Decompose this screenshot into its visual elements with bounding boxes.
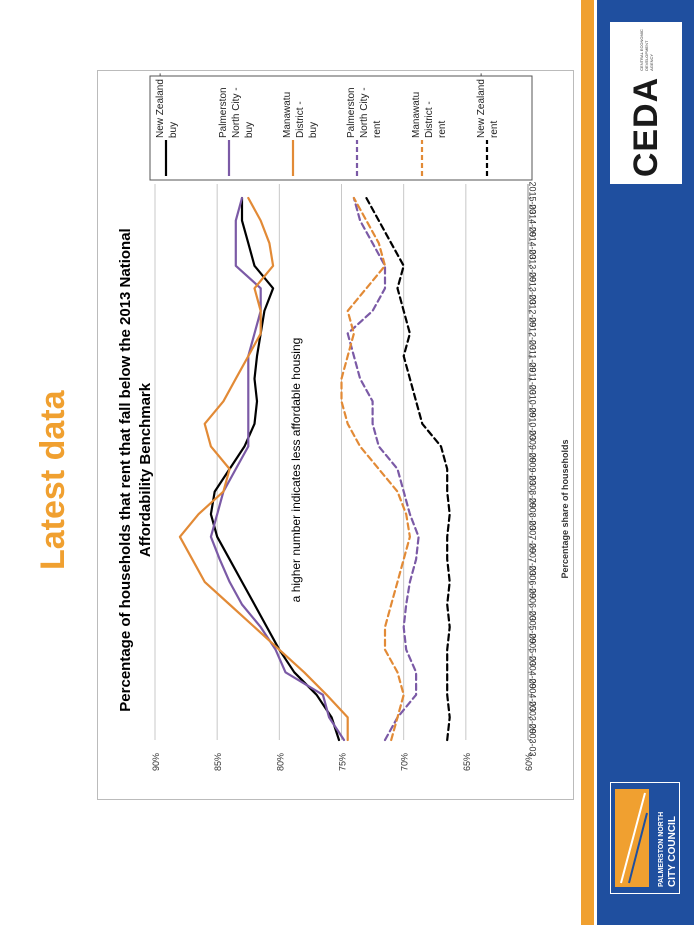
series-line xyxy=(178,196,349,742)
y-tick-label: 80% xyxy=(275,753,285,771)
y-tick-label: 70% xyxy=(400,753,410,771)
legend: New Zealand - buy Palmerston North City - bu… xyxy=(149,73,533,181)
series-line xyxy=(209,196,346,742)
x-tick-label: 2015-03 xyxy=(528,181,538,214)
y-tick-label: 75% xyxy=(338,753,348,771)
x-tick-label: 2006-09 xyxy=(528,565,538,598)
legend-label: Manawatu District - rent xyxy=(411,92,448,138)
series-line xyxy=(346,196,420,742)
x-tick-label: 2010-09 xyxy=(528,385,538,418)
y-axis-label: Percentage share of households xyxy=(560,439,570,578)
legend-label: Palmerston North City - buy xyxy=(218,87,255,138)
y-tick-label: 85% xyxy=(213,753,223,771)
ceda-logo: CEDA CENTRAL ECONOMIC DEVELOPMENT AGENCY xyxy=(610,22,682,184)
y-tick-label: 90% xyxy=(151,753,161,771)
x-tick-label: 2012-03 xyxy=(528,317,538,350)
x-tick-label: 2009-03 xyxy=(528,452,538,485)
legend-box xyxy=(149,75,533,181)
x-tick-label: 2008-09 xyxy=(528,475,538,508)
x-tick-label: 2006-03 xyxy=(528,588,538,621)
legend-label: Palmerston North City - rent xyxy=(346,87,383,138)
council-logo-line2 xyxy=(628,812,648,884)
chart-title: Percentage of households that rent that … xyxy=(117,228,134,711)
y-tick-label: 60% xyxy=(524,753,534,771)
x-tick-label: 2011-09 xyxy=(528,340,538,372)
council-logo-line1: PALMERSTON NORTH xyxy=(658,812,665,887)
x-tick-label: 2005-09 xyxy=(528,611,538,644)
chart-frame xyxy=(97,70,574,800)
legend-label: Manawatu District - buy xyxy=(282,92,319,138)
council-logo-line2-text: CITY COUNCIL xyxy=(667,816,678,887)
series-layer xyxy=(178,196,451,742)
x-tick-label: 2011-03 xyxy=(528,362,538,394)
x-tick-label: 2004-09 xyxy=(528,656,538,689)
text-layer: Percentage of households that rent that … xyxy=(117,228,570,711)
chart-title-line2: Affordability Benchmark xyxy=(137,382,154,557)
legend-label: New Zealand - buy xyxy=(155,73,179,138)
x-tick-label: 2003-03 xyxy=(528,723,538,756)
x-tick-label: 2007-09 xyxy=(528,520,538,553)
accent-stripe xyxy=(581,0,594,925)
x-tick-label: 2010-03 xyxy=(528,407,538,440)
x-tick-label: 2012-09 xyxy=(528,294,538,327)
x-tick-label: 2003-09 xyxy=(528,701,538,734)
x-tick-label: 2004-03 xyxy=(528,678,538,711)
x-tick-label: 2013-09 xyxy=(528,249,538,282)
series-line xyxy=(365,196,451,742)
x-tick-label: 2014-09 xyxy=(528,204,538,237)
x-tick-label: 2007-03 xyxy=(528,543,538,576)
chart-annotation: a higher number indicates less affordabl… xyxy=(289,338,303,603)
x-tick-label: 2009-09 xyxy=(528,430,538,463)
council-logo-graphic: PALMERSTON NORTH CITY COUNCIL xyxy=(615,789,678,887)
x-tick-label: 2008-03 xyxy=(528,498,538,531)
council-logo-line xyxy=(620,792,646,884)
grid-layer: 60%65%70%75%80%85%90%2003-032003-092004-… xyxy=(151,181,538,771)
council-logo: PALMERSTON NORTH CITY COUNCIL xyxy=(610,782,680,894)
x-tick-label: 2013-03 xyxy=(528,272,538,305)
x-tick-label: 2014-03 xyxy=(528,227,538,260)
y-tick-label: 65% xyxy=(462,753,472,771)
series-line xyxy=(340,196,411,742)
x-tick-label: 2005-03 xyxy=(528,633,538,666)
legend-label: New Zealand - rent xyxy=(476,73,500,138)
